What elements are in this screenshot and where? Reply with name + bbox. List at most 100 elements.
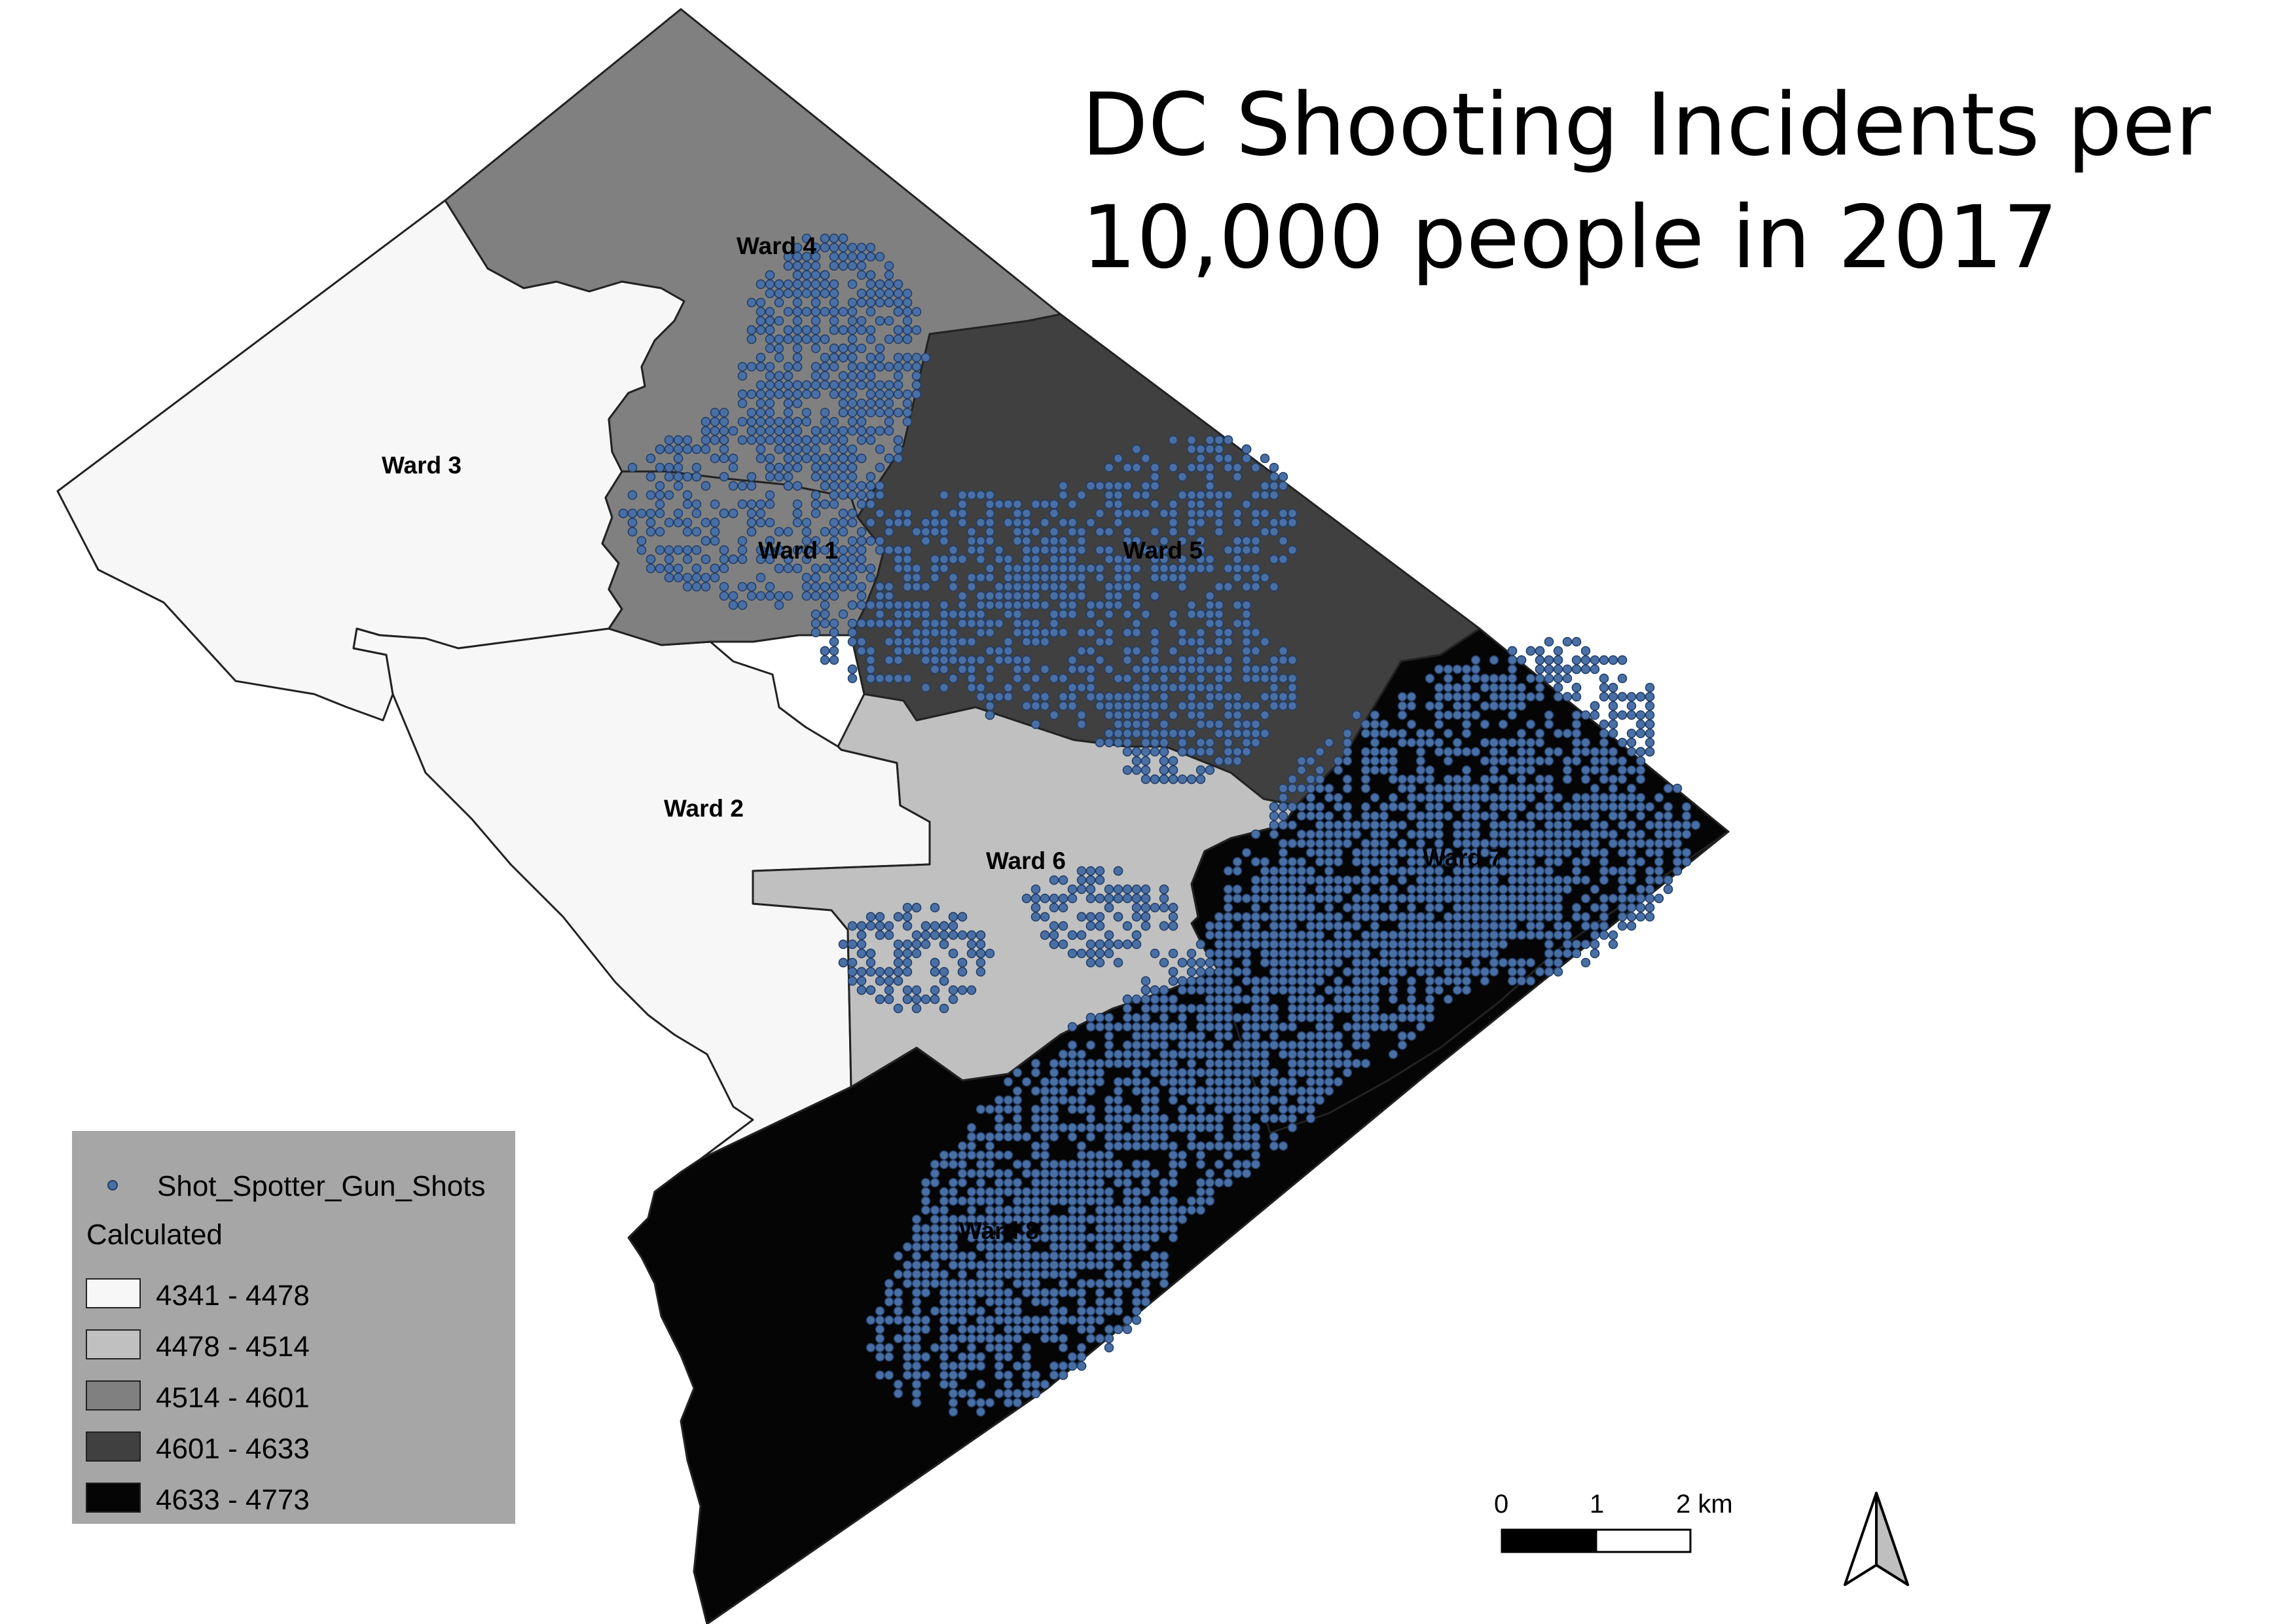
gun-shot-point bbox=[1535, 774, 1545, 784]
gun-shot-point bbox=[1443, 783, 1453, 794]
gun-shot-point bbox=[838, 563, 848, 574]
gun-shot-point bbox=[673, 462, 683, 473]
gun-shot-point bbox=[1168, 728, 1178, 739]
gun-shot-point bbox=[1076, 1177, 1087, 1188]
gun-shot-point bbox=[1296, 765, 1307, 775]
gun-shot-point bbox=[1214, 728, 1224, 739]
gun-shot-point bbox=[1030, 581, 1041, 592]
gun-shot-point bbox=[1406, 912, 1417, 922]
gun-shot-point bbox=[1012, 1067, 1023, 1078]
gun-shot-point bbox=[1342, 829, 1353, 840]
gun-shot-point bbox=[856, 380, 867, 390]
gun-shot-point bbox=[1040, 627, 1050, 638]
gun-shot-point bbox=[975, 1132, 986, 1142]
gun-shot-point bbox=[1278, 912, 1288, 922]
gun-shot-point bbox=[1168, 1058, 1178, 1069]
gun-shot-point bbox=[765, 325, 775, 335]
gun-shot-point bbox=[765, 371, 775, 381]
gun-shot-point bbox=[1388, 1012, 1398, 1023]
gun-shot-point bbox=[1260, 976, 1270, 986]
gun-shot-point bbox=[847, 426, 858, 436]
gun-shot-point bbox=[1498, 756, 1508, 766]
gun-shot-point bbox=[966, 655, 977, 665]
gun-shot-point bbox=[792, 462, 803, 473]
gun-shot-point bbox=[1085, 1022, 1096, 1032]
gun-shot-point bbox=[820, 233, 830, 244]
gun-shot-point bbox=[783, 380, 793, 390]
gun-shot-point bbox=[966, 490, 977, 500]
gun-shot-point bbox=[1406, 692, 1417, 702]
gun-shot-point bbox=[1159, 701, 1169, 711]
gun-shot-point bbox=[847, 490, 858, 500]
gun-shot-point bbox=[1150, 481, 1160, 491]
gun-shot-point bbox=[811, 288, 821, 299]
gun-shot-point bbox=[1058, 517, 1068, 528]
gun-shot-point bbox=[1131, 1077, 1142, 1087]
gun-shot-point bbox=[664, 435, 674, 445]
gun-shot-point bbox=[1232, 545, 1243, 555]
gun-shot-point bbox=[1113, 1113, 1123, 1124]
gun-shot-point bbox=[1232, 747, 1243, 757]
gun-shot-point bbox=[893, 371, 903, 381]
gun-shot-point bbox=[1525, 792, 1536, 803]
gun-shot-point bbox=[1360, 1031, 1371, 1041]
gun-shot-point bbox=[1250, 563, 1261, 574]
gun-shot-point bbox=[884, 591, 894, 601]
gun-shot-point bbox=[966, 1168, 977, 1179]
gun-shot-point bbox=[957, 1168, 968, 1179]
gun-shot-point bbox=[893, 389, 903, 399]
gun-shot-point bbox=[1186, 1122, 1197, 1133]
gun-shot-point bbox=[1223, 1141, 1233, 1151]
gun-shot-point bbox=[1324, 847, 1334, 858]
gun-shot-point bbox=[1113, 481, 1123, 491]
gun-shot-point bbox=[1223, 490, 1233, 500]
gun-shot-point bbox=[1296, 957, 1307, 968]
gun-shot-point bbox=[646, 563, 656, 574]
gun-shot-point bbox=[1104, 499, 1114, 509]
gun-shot-point bbox=[1296, 1104, 1307, 1115]
gun-shot-point bbox=[1159, 563, 1169, 574]
gun-shot-point bbox=[975, 545, 986, 555]
gun-shot-point bbox=[1250, 1031, 1261, 1041]
gun-shot-point bbox=[1461, 664, 1472, 674]
gun-shot-point bbox=[847, 242, 858, 253]
gun-shot-point bbox=[1195, 1049, 1206, 1060]
gun-shot-point bbox=[820, 279, 830, 289]
gun-shot-point bbox=[1489, 774, 1499, 784]
gun-shot-point bbox=[820, 609, 830, 619]
gun-shot-point bbox=[1095, 655, 1105, 665]
gun-shot-point bbox=[1461, 719, 1472, 729]
gun-shot-point bbox=[875, 380, 885, 390]
gun-shot-point bbox=[1305, 783, 1316, 794]
gun-shot-point bbox=[1122, 737, 1133, 748]
gun-shot-point bbox=[1278, 1049, 1288, 1060]
gun-shot-point bbox=[1140, 701, 1151, 711]
gun-shot-point bbox=[1104, 545, 1114, 555]
gun-shot-point bbox=[1397, 921, 1408, 931]
gun-shot-point bbox=[1287, 673, 1298, 684]
gun-shot-point bbox=[1159, 1177, 1169, 1188]
gun-shot-point bbox=[875, 398, 885, 409]
gun-shot-point bbox=[1159, 1058, 1169, 1069]
gun-shot-point bbox=[1186, 1049, 1197, 1060]
gun-shot-point bbox=[1333, 921, 1343, 931]
gun-shot-point bbox=[1177, 701, 1188, 711]
gun-shot-point bbox=[1351, 1040, 1362, 1050]
gun-shot-point bbox=[847, 416, 858, 427]
gun-shot-point bbox=[1131, 682, 1142, 693]
gun-shot-point bbox=[1278, 517, 1288, 528]
gun-shot-point bbox=[1168, 1067, 1178, 1078]
gun-shot-point bbox=[1168, 563, 1178, 574]
gun-shot-point bbox=[957, 1141, 968, 1151]
gun-shot-point bbox=[1351, 847, 1362, 858]
gun-shot-point bbox=[1104, 627, 1114, 638]
gun-shot-point bbox=[884, 380, 894, 390]
gun-shot-point bbox=[1122, 1223, 1133, 1234]
gun-shot-point bbox=[1214, 967, 1224, 977]
gun-shot-point bbox=[1168, 1022, 1178, 1032]
gun-shot-point bbox=[1296, 994, 1307, 1005]
gun-shot-point bbox=[893, 306, 903, 317]
gun-shot-point bbox=[1461, 774, 1472, 784]
gun-shot-point bbox=[1342, 939, 1353, 950]
gun-shot-point bbox=[756, 316, 766, 326]
